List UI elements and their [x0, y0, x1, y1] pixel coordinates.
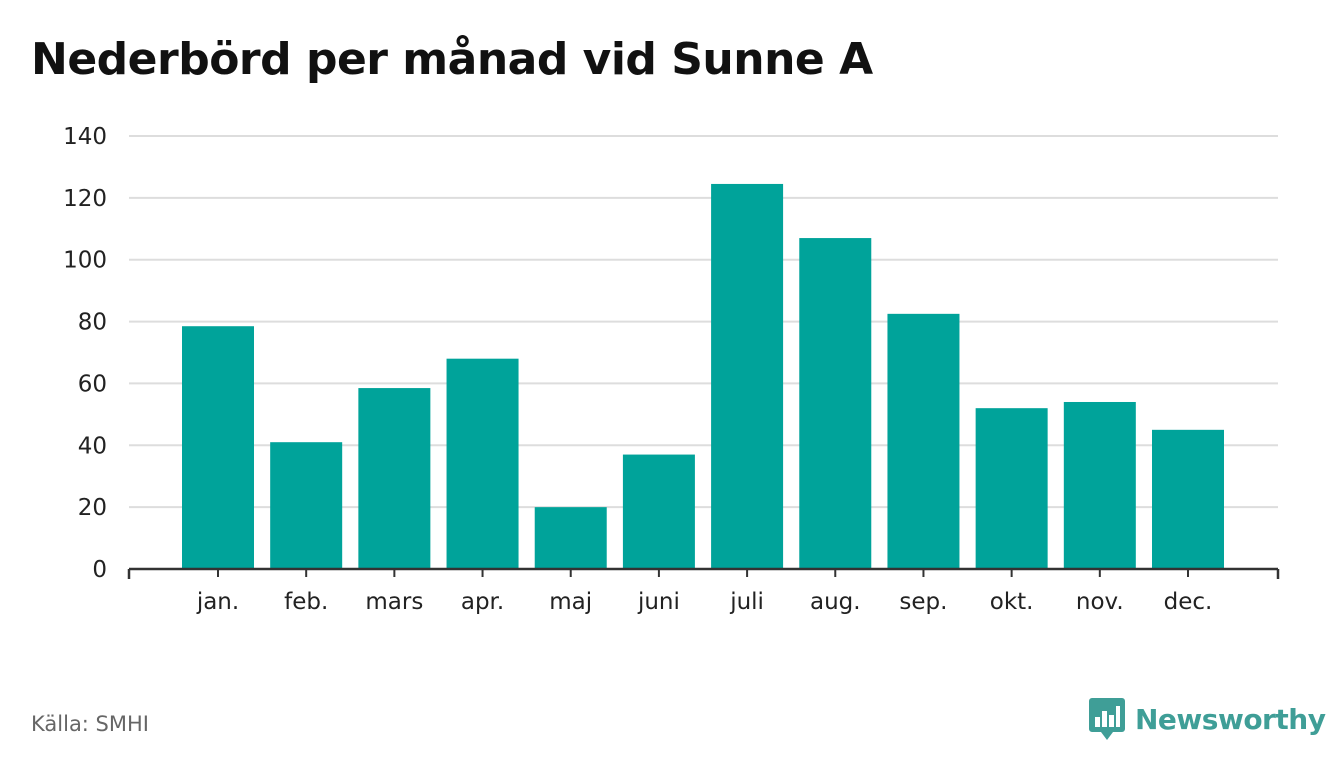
y-tick-label: 80 [78, 310, 107, 336]
y-tick-label: 0 [92, 557, 107, 583]
bar-chart-speech-bubble-icon [1089, 698, 1125, 740]
y-tick-label: 60 [78, 371, 107, 397]
axes [127, 567, 1280, 579]
x-tick-label: maj [549, 589, 592, 615]
bar-8 [799, 238, 872, 570]
x-tick-labels: jan. feb. mars apr. maj juni juli aug. sep. okt. n… [196, 589, 1213, 615]
y-tick-label: 100 [63, 248, 107, 274]
x-tick-label: jan. [196, 589, 239, 615]
x-tick-label: dec. [1164, 589, 1213, 615]
bar-6 [622, 454, 695, 569]
bar-5 [534, 507, 607, 569]
brand-name: Newsworthy [1135, 702, 1326, 736]
chart-title: Nederbörd per månad vid Sunne A [31, 34, 873, 85]
bar-4 [446, 358, 519, 569]
x-tick-label: juni [637, 589, 680, 615]
y-tick-label: 140 [63, 124, 107, 150]
y-tick-labels: 0 20 40 60 80 100 120 140 [63, 124, 107, 583]
bar-2 [270, 442, 343, 569]
bar-9 [887, 313, 960, 569]
x-tick-label: feb. [284, 589, 328, 615]
x-tick-label: mars [365, 589, 423, 615]
x-tick-label: apr. [461, 589, 504, 615]
y-tick-label: 20 [78, 495, 107, 521]
x-tick-label: sep. [899, 589, 947, 615]
bar-11 [1063, 401, 1136, 569]
source-note: Källa: SMHI [31, 712, 149, 736]
x-tick-label: aug. [810, 589, 861, 615]
y-tick-label: 40 [78, 433, 107, 459]
bar-7 [711, 183, 784, 570]
x-tick-label: nov. [1076, 589, 1124, 615]
bar-10 [975, 408, 1048, 569]
x-tick-label: juli [729, 589, 764, 615]
y-tick-label: 120 [63, 186, 107, 212]
brand-logo: Newsworthy [1089, 697, 1326, 741]
bar-3 [358, 388, 431, 569]
bar-1 [182, 326, 254, 569]
bars [182, 183, 1224, 570]
bar-12 [1152, 429, 1224, 569]
x-tick-label: okt. [990, 589, 1034, 615]
